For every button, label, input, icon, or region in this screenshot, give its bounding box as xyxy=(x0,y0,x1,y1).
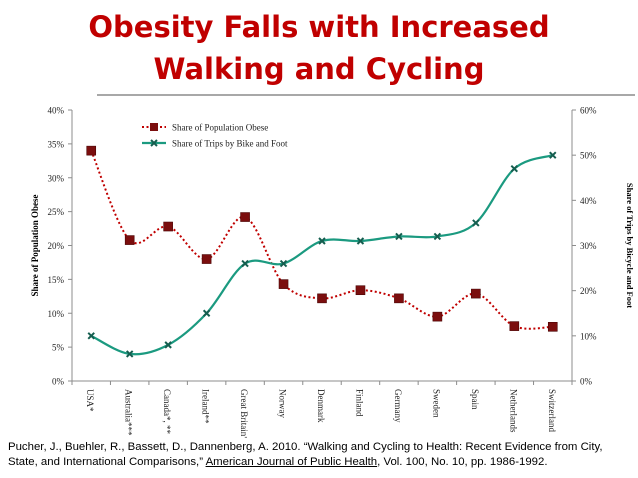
category-label: Ireland** xyxy=(201,389,211,424)
data-point-obese xyxy=(317,293,327,304)
title-line-2: Walking and Cycling xyxy=(153,52,485,86)
category-label: Norway xyxy=(278,389,288,418)
data-point-trips xyxy=(472,219,480,227)
data-point-obese xyxy=(355,285,366,296)
data-point-trips xyxy=(433,232,442,241)
left-tick-label: 30% xyxy=(48,173,65,183)
legend-marker-obese xyxy=(150,123,158,131)
page-title: Obesity Falls with Increased Walking and… xyxy=(0,6,638,90)
right-tick-label: 50% xyxy=(580,151,597,161)
right-tick-label: 60% xyxy=(580,106,597,116)
left-tick-label: 40% xyxy=(48,106,65,116)
legend-label-obese: Share of Population Obese xyxy=(172,123,268,133)
data-point-trips xyxy=(125,350,134,358)
citation-journal: American Journal of Public Health xyxy=(205,456,378,468)
category-label: Great Britain* xyxy=(239,389,249,438)
data-point-trips xyxy=(356,237,365,245)
left-tick-label: 35% xyxy=(48,139,65,149)
left-tick-label: 15% xyxy=(48,275,65,285)
data-point-obese xyxy=(394,293,404,304)
y2-axis-label: Share of Trips by Bicycle and Foot xyxy=(625,183,635,308)
data-point-obese xyxy=(163,221,173,232)
data-point-obese xyxy=(471,288,481,299)
data-point-obese xyxy=(124,235,135,245)
category-label: Germany xyxy=(393,389,403,423)
right-tick-label: 20% xyxy=(580,286,597,296)
data-point-obese xyxy=(240,212,250,222)
legend-label-trips: Share of Trips by Bike and Foot xyxy=(172,139,288,149)
data-point-trips xyxy=(279,259,288,268)
citation-details: , Vol. 100, No. 10, pp. 1986-1992. xyxy=(377,456,548,468)
category-label: Spain xyxy=(470,389,480,410)
category-label: Denmark xyxy=(316,389,326,423)
y-axis-label: Share of Population Obese xyxy=(30,194,40,296)
data-point-obese xyxy=(509,321,520,331)
citation-text: Pucher, J., Buehler, R., Bassett, D., Da… xyxy=(8,441,603,468)
data-point-obese xyxy=(86,145,97,156)
data-point-trips xyxy=(510,165,519,173)
right-tick-label: 30% xyxy=(580,241,597,251)
left-tick-label: 10% xyxy=(48,309,65,319)
data-point-trips xyxy=(87,332,95,340)
category-label: Finland xyxy=(354,389,364,417)
data-point-trips xyxy=(549,151,557,159)
series-line-trips xyxy=(90,154,554,356)
title-divider xyxy=(97,94,635,96)
data-point-trips xyxy=(202,309,211,317)
legend-marker-trips xyxy=(150,139,158,147)
category-label: Sweden xyxy=(431,389,441,418)
title-line-1: Obesity Falls with Increased xyxy=(88,10,550,44)
data-point-trips xyxy=(318,237,326,245)
left-tick-label: 0% xyxy=(52,377,65,387)
category-label: Netherlands xyxy=(508,389,518,433)
data-point-obese xyxy=(432,311,443,322)
data-point-obese xyxy=(201,254,212,264)
right-tick-label: 40% xyxy=(580,196,597,206)
data-point-obese xyxy=(278,279,289,289)
data-point-trips xyxy=(395,232,403,241)
category-label: Switzerland xyxy=(547,389,557,432)
data-point-trips xyxy=(164,341,172,349)
left-tick-label: 25% xyxy=(48,207,65,217)
left-tick-label: 20% xyxy=(48,241,65,251)
data-point-obese xyxy=(547,322,558,332)
category-label: Canada*, ** xyxy=(162,389,172,434)
right-tick-label: 0% xyxy=(580,377,593,387)
category-label: Australia*** xyxy=(124,389,134,436)
obesity-walking-cycling-chart: 0% 5% 10% 15% 20% 25% 30% 35% 40% 0% 10% 20% 30% 40% 5… xyxy=(30,106,635,439)
data-point-trips xyxy=(241,259,249,268)
category-label: USA* xyxy=(85,389,95,412)
citation: Pucher, J., Buehler, R., Bassett, D., Da… xyxy=(8,440,633,470)
right-tick-label: 10% xyxy=(580,331,597,341)
left-tick-label: 5% xyxy=(52,343,65,353)
